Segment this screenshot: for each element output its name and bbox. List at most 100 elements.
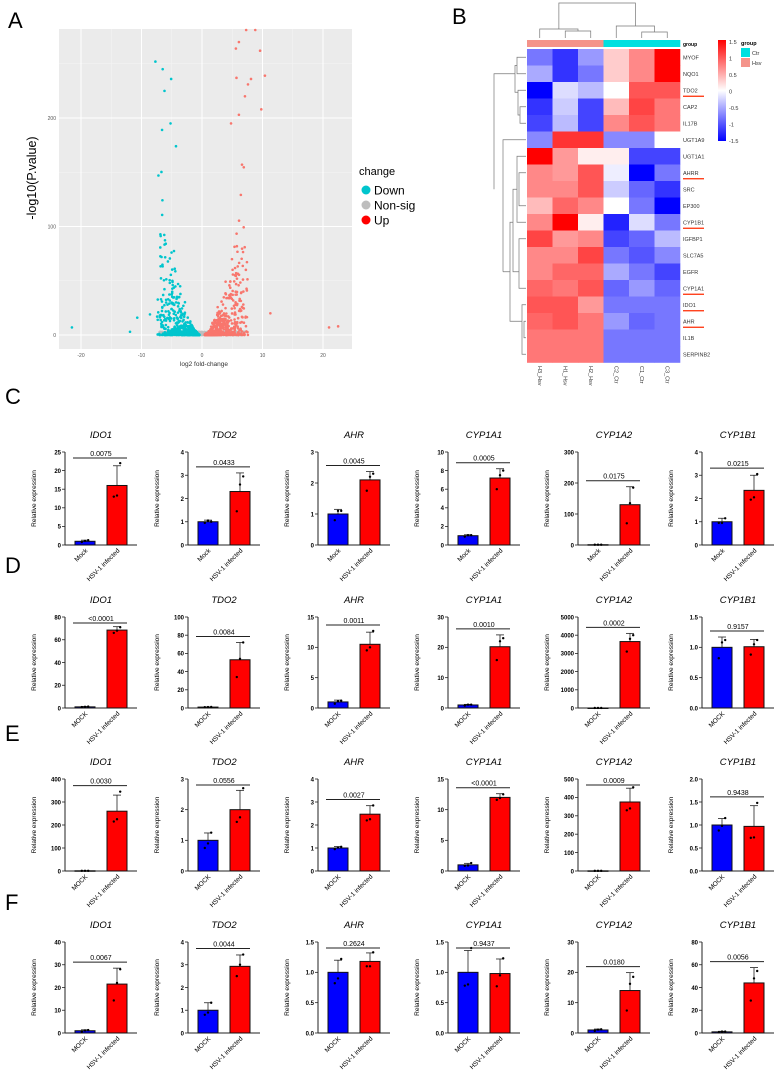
- point-down: [166, 325, 170, 329]
- point-down: [178, 307, 181, 311]
- heatmap-cell: [654, 313, 681, 330]
- y-tick-label: 2: [181, 497, 185, 503]
- y-tick-label: 4: [311, 777, 315, 783]
- data-point: [203, 846, 206, 850]
- point-up: [224, 292, 228, 296]
- heatmap-cell: [578, 263, 604, 281]
- data-point: [466, 864, 470, 867]
- data-point: [628, 807, 632, 810]
- point-down: [192, 328, 195, 332]
- data-point: [625, 809, 628, 812]
- data-point: [628, 501, 632, 505]
- y-axis-label: Relative expression: [544, 634, 551, 691]
- point-down: [162, 233, 166, 237]
- data-point: [119, 790, 122, 793]
- heatmap-cell: [552, 115, 579, 132]
- colorbar-tick-label: 1: [729, 57, 732, 63]
- data-point: [333, 982, 336, 985]
- row-label: IL17B: [683, 121, 698, 127]
- y-tick-label: 1.0: [690, 823, 699, 829]
- point-up: [211, 321, 214, 325]
- heatmap-cell: [527, 82, 553, 99]
- x-axis-label: log2 fold-change: [180, 361, 228, 368]
- x-tick-label: -20: [77, 353, 84, 359]
- point-up: [224, 325, 228, 329]
- bar-infected: [229, 965, 251, 1034]
- x-tick-label: MOCK: [71, 873, 90, 892]
- heatmap-cell: [578, 280, 604, 297]
- point-down: [172, 312, 176, 316]
- bar-chart-F-cyp1b1: CYP1B1 0 20 40 60 80 Relative expression MOCKHS…: [668, 920, 774, 1071]
- y-tick-label: 0: [181, 543, 185, 549]
- y-tick-label: 0.5: [436, 1001, 445, 1007]
- point-up: [218, 316, 222, 320]
- x-tick-label: MOCK: [454, 1035, 473, 1054]
- point-down: [168, 315, 172, 319]
- y-tick-label: 3: [695, 474, 699, 480]
- chart-title: CYP1A2: [596, 430, 633, 441]
- point-up: [246, 333, 250, 337]
- y-tick-label: 0: [695, 1031, 699, 1037]
- chart-title: TDO2: [211, 757, 237, 768]
- point-up: [233, 318, 236, 321]
- point-up: [245, 260, 249, 264]
- y-tick-label: 0.0: [690, 869, 699, 875]
- data-point: [756, 472, 759, 476]
- row-label: EP300: [683, 204, 700, 210]
- data-point: [336, 700, 340, 703]
- point-down: [168, 278, 171, 282]
- y-axis-label: Relative expression: [31, 634, 38, 691]
- point-up: [259, 108, 263, 111]
- data-point: [372, 472, 375, 475]
- point-up: [226, 315, 230, 318]
- heatmap-cell: [578, 98, 604, 116]
- p-value-label: 0.0556: [213, 778, 235, 785]
- x-tick-label: MOCK: [708, 873, 727, 892]
- y-tick-label: 0.5: [306, 1001, 315, 1007]
- heatmap-cell: [629, 230, 655, 248]
- heatmap-cell: [629, 82, 655, 99]
- point-up: [327, 326, 331, 329]
- data-point: [724, 638, 727, 642]
- point-up: [269, 312, 272, 315]
- heatmap-cell: [578, 82, 604, 99]
- heatmap-cell: [603, 164, 630, 182]
- y-tick-label: 1.5: [306, 940, 315, 946]
- y-tick-label: 1: [695, 520, 699, 526]
- heatmap-cell: [527, 230, 553, 248]
- legend-marker-up: [361, 215, 371, 225]
- chart-title: IDO1: [90, 920, 112, 931]
- data-point: [502, 793, 505, 796]
- heatmap-cell: [527, 115, 553, 132]
- row-label: AHRR: [683, 171, 699, 177]
- point-up: [220, 324, 223, 328]
- point-down: [159, 246, 162, 249]
- y-tick-label: 0: [441, 543, 445, 549]
- p-value-label: 0.0002: [603, 620, 625, 627]
- point-down: [162, 313, 165, 317]
- y-tick-label: 0: [58, 1031, 62, 1037]
- point-down: [156, 333, 159, 336]
- heatmap-cell: [603, 148, 630, 165]
- data-point: [235, 974, 238, 978]
- bar-infected: [743, 646, 765, 709]
- row-label: IDO1: [683, 303, 696, 309]
- p-value-label: <0.0001: [88, 616, 114, 623]
- legend-swatch-ctr: [741, 48, 750, 57]
- point-down: [176, 282, 180, 286]
- data-point: [206, 519, 210, 522]
- point-down: [177, 301, 180, 305]
- bar-mock: [457, 535, 479, 546]
- y-tick-label: 3: [311, 450, 315, 456]
- point-down: [176, 305, 180, 308]
- x-tick-label: HSV-1 infected: [469, 1035, 505, 1071]
- data-point: [365, 489, 368, 492]
- x-tick-label: 10: [260, 353, 266, 359]
- heatmap-cell: [527, 197, 553, 215]
- x-tick-label: HSV-1 infected: [469, 710, 505, 746]
- y-axis-label: Relative expression: [284, 796, 291, 853]
- point-down: [164, 327, 167, 331]
- y-tick-label: 0: [53, 333, 56, 339]
- p-value-label: 0.0011: [344, 618, 365, 625]
- y-axis-label: Relative expression: [154, 634, 161, 691]
